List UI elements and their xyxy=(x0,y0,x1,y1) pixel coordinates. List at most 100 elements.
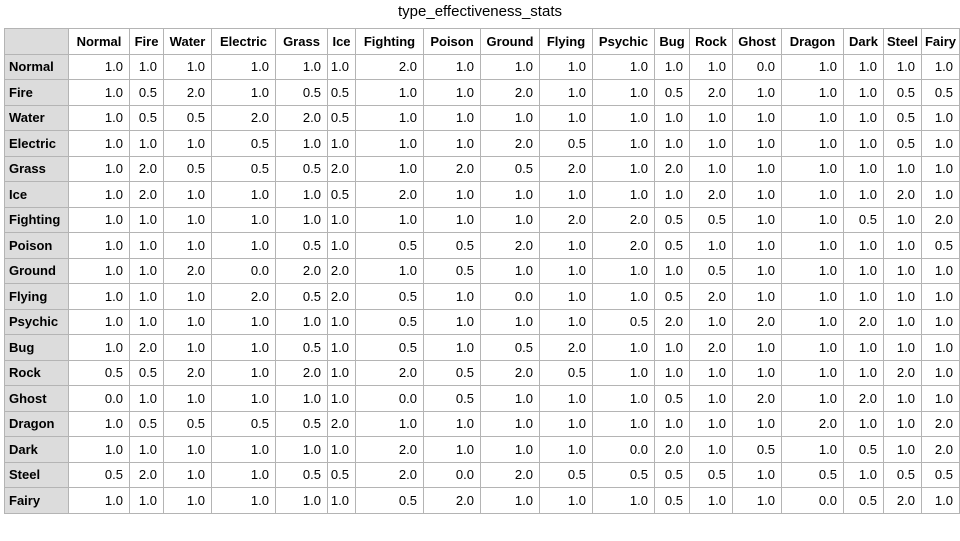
table-cell: 2.0 xyxy=(480,232,540,259)
table-cell: 1.0 xyxy=(921,334,960,361)
table-cell: 1.0 xyxy=(781,104,844,131)
table-cell: 1.0 xyxy=(423,334,481,361)
column-header-dragon: Dragon xyxy=(781,28,844,55)
row-header-ice: Ice xyxy=(4,181,69,208)
table-cell: 0.5 xyxy=(275,155,328,182)
table-cell: 0.5 xyxy=(592,308,655,335)
table-cell: 0.5 xyxy=(654,487,690,514)
table-cell: 1.0 xyxy=(163,232,212,259)
table-cell: 1.0 xyxy=(539,79,593,106)
table-cell: 1.0 xyxy=(355,257,424,284)
table-cell: 0.5 xyxy=(654,79,690,106)
table-cell: 0.0 xyxy=(592,436,655,463)
row-header-normal: Normal xyxy=(4,53,69,80)
table-cell: 1.0 xyxy=(883,206,922,233)
table-cell: 1.0 xyxy=(163,130,212,157)
table-row: Electric 1.0 1.0 1.0 0.5 1.0 1.0 1.0 1.0 2.0 0.5 1.… xyxy=(4,130,960,157)
table-cell: 1.0 xyxy=(68,155,130,182)
table-cell: 0.5 xyxy=(327,181,356,208)
table-cell: 1.0 xyxy=(68,308,130,335)
table-cell: 1.0 xyxy=(423,308,481,335)
table-cell: 1.0 xyxy=(654,53,690,80)
table-cell: 0.5 xyxy=(327,104,356,131)
column-header-psychic: Psychic xyxy=(592,28,655,55)
table-cell: 1.0 xyxy=(68,206,130,233)
table-cell: 1.0 xyxy=(211,308,276,335)
table-cell: 1.0 xyxy=(781,436,844,463)
table-cell: 1.0 xyxy=(843,257,884,284)
table-cell: 1.0 xyxy=(539,257,593,284)
table-cell: 1.0 xyxy=(732,232,782,259)
table-row: Water 1.0 0.5 0.5 2.0 2.0 0.5 1.0 1.0 1.0 1.0 1.0 1.… xyxy=(4,104,960,131)
table-row: Steel 0.5 2.0 1.0 1.0 0.5 0.5 2.0 0.0 2.0 0.5 0.5 0.… xyxy=(4,461,960,488)
table-cell: 0.5 xyxy=(539,130,593,157)
table-cell: 1.0 xyxy=(327,53,356,80)
table-cell: 1.0 xyxy=(423,206,481,233)
table-cell: 0.5 xyxy=(68,461,130,488)
table-cell: 2.0 xyxy=(480,461,540,488)
table-cell: 0.5 xyxy=(883,461,922,488)
table-cell: 1.0 xyxy=(68,104,130,131)
table-cell: 1.0 xyxy=(163,206,212,233)
row-header-steel: Steel xyxy=(4,461,69,488)
table-cell: 1.0 xyxy=(843,283,884,310)
table-cell: 2.0 xyxy=(129,155,164,182)
table-cell: 2.0 xyxy=(355,53,424,80)
table-cell: 1.0 xyxy=(732,181,782,208)
table-cell: 1.0 xyxy=(921,385,960,412)
table-cell: 1.0 xyxy=(480,206,540,233)
table-cell: 1.0 xyxy=(211,334,276,361)
table-cell: 1.0 xyxy=(539,436,593,463)
table-cell: 1.0 xyxy=(129,283,164,310)
table-cell: 0.5 xyxy=(654,461,690,488)
table-cell: 1.0 xyxy=(921,181,960,208)
table-cell: 0.5 xyxy=(689,206,733,233)
table-cell: 1.0 xyxy=(355,206,424,233)
table-cell: 0.5 xyxy=(883,104,922,131)
table-cell: 1.0 xyxy=(843,232,884,259)
table-cell: 1.0 xyxy=(68,436,130,463)
table-cell: 1.0 xyxy=(327,334,356,361)
table-cell: 1.0 xyxy=(654,181,690,208)
row-header-flying: Flying xyxy=(4,283,69,310)
table-cell: 1.0 xyxy=(423,104,481,131)
table-cell: 2.0 xyxy=(654,436,690,463)
table-cell: 1.0 xyxy=(732,359,782,386)
table-cell: 1.0 xyxy=(732,104,782,131)
table-cell: 1.0 xyxy=(883,334,922,361)
table-row: Fighting 1.0 1.0 1.0 1.0 1.0 1.0 1.0 1.0 1.0 2.0 2.… xyxy=(4,206,960,233)
table-cell: 1.0 xyxy=(539,181,593,208)
table-cell: 1.0 xyxy=(68,487,130,514)
table-row: Dark 1.0 1.0 1.0 1.0 1.0 1.0 2.0 1.0 1.0 1.0 0.0 2.0… xyxy=(4,436,960,463)
table-cell: 2.0 xyxy=(423,487,481,514)
table-cell: 1.0 xyxy=(539,308,593,335)
table-cell: 1.0 xyxy=(883,283,922,310)
table-cell: 1.0 xyxy=(781,308,844,335)
table-cell: 0.0 xyxy=(781,487,844,514)
table-cell: 0.5 xyxy=(129,410,164,437)
table-cell: 1.0 xyxy=(689,104,733,131)
table-cell: 2.0 xyxy=(539,155,593,182)
table-cell: 1.0 xyxy=(211,487,276,514)
table-row: Fire 1.0 0.5 2.0 1.0 0.5 0.5 1.0 1.0 2.0 1.0 1.0 0.5… xyxy=(4,79,960,106)
table-cell: 2.0 xyxy=(480,79,540,106)
table-cell: 1.0 xyxy=(539,385,593,412)
table-row: Ghost 0.0 1.0 1.0 1.0 1.0 1.0 0.0 0.5 1.0 1.0 1.0 0.… xyxy=(4,385,960,412)
table-cell: 1.0 xyxy=(732,257,782,284)
table-cell: 2.0 xyxy=(163,257,212,284)
table-cell: 0.5 xyxy=(921,232,960,259)
table-cell: 1.0 xyxy=(689,487,733,514)
table-cell: 0.5 xyxy=(480,334,540,361)
table-cell: 1.0 xyxy=(129,487,164,514)
table-cell: 2.0 xyxy=(843,308,884,335)
table-cell: 1.0 xyxy=(68,79,130,106)
table-cell: 1.0 xyxy=(68,283,130,310)
table-cell: 1.0 xyxy=(883,257,922,284)
table-cell: 0.5 xyxy=(275,461,328,488)
table-cell: 1.0 xyxy=(327,436,356,463)
table-cell: 2.0 xyxy=(689,334,733,361)
table-cell: 0.5 xyxy=(480,155,540,182)
table-cell: 1.0 xyxy=(592,283,655,310)
table-cell: 1.0 xyxy=(211,436,276,463)
column-header-electric: Electric xyxy=(211,28,276,55)
